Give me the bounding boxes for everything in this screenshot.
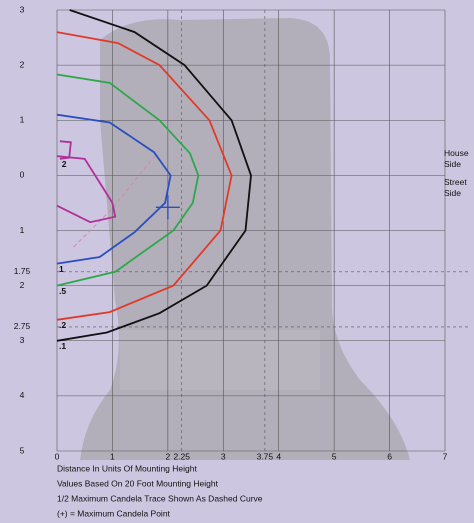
x-tick-label: 2.25	[173, 451, 190, 461]
y-tick-label: 3	[20, 335, 25, 345]
x-tick-label: 0	[55, 451, 60, 461]
x-tick-label: 6	[387, 451, 392, 461]
curve-label: 2	[62, 159, 67, 169]
max-candela-point	[155, 195, 180, 220]
y-tick-label: 4	[20, 390, 25, 400]
note: Values Based On 20 Foot Mounting Height	[57, 478, 219, 488]
note: 1/2 Maximum Candela Trace Shown As Dashe…	[57, 493, 263, 503]
isocandela-curve	[56, 140, 117, 224]
x-tick-label: 7	[443, 451, 448, 461]
curve-label: 1	[59, 264, 64, 274]
y-tick-label: 1	[20, 225, 25, 235]
y-tick-label: 1	[20, 115, 25, 125]
y-tick-label: 1.75	[14, 266, 31, 276]
curve-label: .2	[59, 320, 66, 330]
curve-label: .1	[59, 341, 66, 351]
y-tick-label: 3	[20, 4, 25, 14]
x-tick-label: 5	[332, 451, 337, 461]
x-tick-label: 2	[165, 451, 170, 461]
y-tick-label: 0	[20, 170, 25, 180]
house-side-label: House Side	[444, 148, 469, 169]
y-tick-label: 2.75	[14, 321, 31, 331]
pole-head	[120, 330, 320, 390]
x-tick-label: 1	[110, 451, 115, 461]
y-tick-label: 5	[20, 445, 25, 455]
isocandela-curve	[56, 113, 172, 265]
isocandela-curve	[56, 9, 252, 342]
half-max-trace	[73, 152, 158, 248]
pole-image	[80, 18, 410, 460]
isocandela-curve	[56, 73, 200, 287]
note: (+) = Maximum Candela Point	[57, 508, 171, 518]
street-side-label: Street Side	[444, 177, 467, 198]
isocandela-curve	[56, 31, 233, 321]
note: Distance In Units Of Mounting Height	[57, 463, 197, 473]
x-tick-label: 3	[221, 451, 226, 461]
curve-label: .5	[59, 286, 66, 296]
x-tick-label: 4	[276, 451, 281, 461]
y-tick-label: 2	[20, 280, 25, 290]
y-tick-label: 2	[20, 59, 25, 69]
x-tick-label: 3.75	[257, 451, 274, 461]
